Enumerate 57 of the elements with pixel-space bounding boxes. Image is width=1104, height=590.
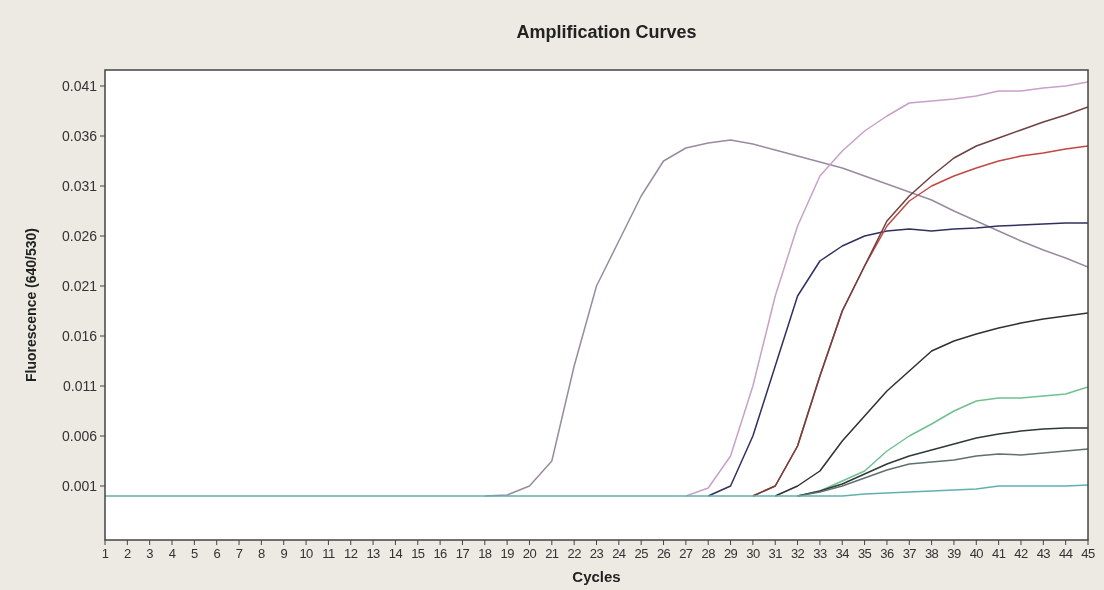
- x-tick-label: 10: [299, 546, 314, 561]
- x-tick-label: 45: [1081, 546, 1095, 561]
- x-tick-label: 1: [101, 546, 109, 561]
- x-tick-label: 11: [322, 546, 335, 561]
- y-axis-title: Fluorescence (640/530): [23, 227, 39, 383]
- x-tick-label: 38: [924, 546, 939, 561]
- chart-title: Amplification Curves: [516, 22, 697, 42]
- x-tick-label: 17: [455, 546, 470, 561]
- x-tick-label: 6: [213, 546, 221, 561]
- x-tick-label: 27: [679, 546, 693, 561]
- x-tick-label: 15: [411, 546, 425, 561]
- x-tick-label: 31: [768, 546, 783, 561]
- x-tick-label: 41: [992, 546, 1006, 561]
- y-tick-label: 0.001: [61, 477, 98, 494]
- y-tick-label: 0.036: [61, 127, 98, 144]
- x-tick-label: 13: [366, 546, 381, 561]
- x-tick-label: 21: [545, 546, 559, 561]
- x-tick-label: 23: [589, 546, 604, 561]
- x-tick-label: 29: [723, 546, 738, 561]
- x-tick-label: 7: [235, 546, 243, 561]
- x-tick-label: 14: [388, 546, 403, 561]
- x-tick-label: 37: [902, 546, 917, 561]
- x-tick-label: 22: [567, 546, 582, 561]
- x-tick-label: 24: [612, 546, 626, 561]
- x-tick-label: 20: [522, 546, 537, 561]
- x-tick-label: 9: [280, 546, 288, 561]
- y-tick-label: 0.011: [63, 377, 98, 394]
- x-tick-label: 42: [1014, 546, 1028, 561]
- x-tick-label: 19: [500, 546, 515, 561]
- x-tick-label: 18: [478, 546, 492, 561]
- x-tick-label: 30: [746, 546, 760, 561]
- x-tick-label: 3: [146, 546, 154, 561]
- x-tick-label: 40: [969, 546, 984, 561]
- x-tick-label: 32: [790, 546, 805, 561]
- x-tick-label: 25: [634, 546, 649, 561]
- x-axis-title: Cycles: [572, 568, 621, 585]
- y-tick-label: 0.026: [61, 227, 98, 244]
- x-tick-label: 26: [656, 546, 671, 561]
- y-tick-label: 0.041: [61, 77, 98, 94]
- x-tick-label: 2: [124, 546, 132, 561]
- y-tick-label: 0.016: [61, 327, 98, 344]
- y-tick-label: 0.031: [61, 177, 98, 194]
- y-tick-label: 0.006: [61, 427, 98, 444]
- x-tick-label: 4: [168, 546, 176, 561]
- x-tick-label: 39: [947, 546, 961, 561]
- y-tick-label: 0.021: [61, 277, 98, 294]
- x-tick-label: 44: [1059, 546, 1073, 561]
- x-tick-label: 36: [880, 546, 894, 561]
- x-tick-label: 34: [835, 546, 850, 561]
- x-tick-label: 43: [1036, 546, 1051, 561]
- x-tick-label: 5: [191, 546, 199, 561]
- x-tick-label: 28: [701, 546, 716, 561]
- x-tick-label: 12: [344, 546, 358, 561]
- x-tick-label: 33: [813, 546, 827, 561]
- x-tick-label: 8: [258, 546, 266, 561]
- x-tick-label: 16: [433, 546, 448, 561]
- x-tick-label: 35: [857, 546, 872, 561]
